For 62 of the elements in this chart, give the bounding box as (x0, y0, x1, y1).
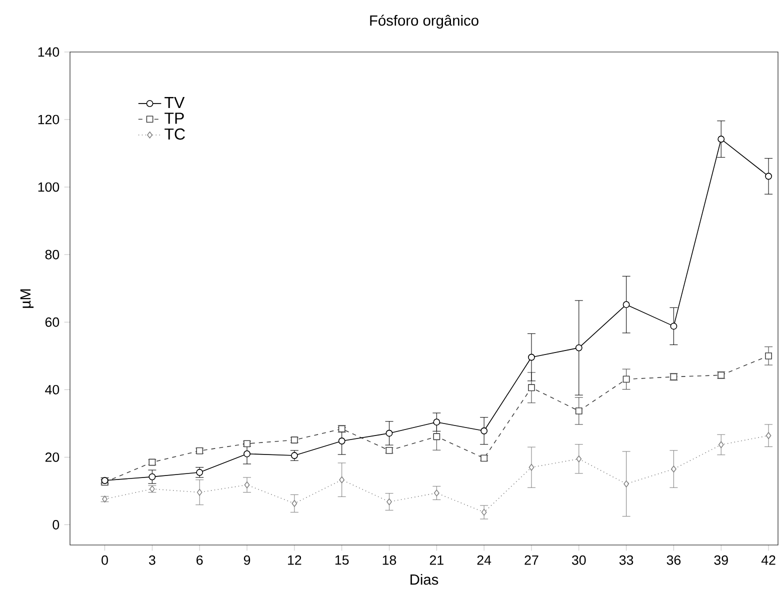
point (528, 384, 535, 392)
y-tick-label: 140 (38, 47, 60, 57)
point (480, 427, 488, 434)
point (386, 498, 392, 506)
point (244, 481, 250, 488)
legend-label: TV (164, 97, 185, 108)
point (244, 450, 250, 458)
point (290, 452, 298, 459)
y-axis-title: µM (20, 289, 34, 308)
y-tick-label: 40 (45, 384, 60, 394)
point (196, 468, 204, 476)
point (339, 476, 345, 484)
y-tick-label: 80 (45, 250, 60, 260)
x-tick-label: 3 (148, 555, 156, 565)
point (528, 354, 535, 361)
y-tick-label: 100 (38, 182, 60, 192)
y-tick-label: 120 (38, 114, 60, 124)
x-tick-label: 18 (382, 555, 396, 565)
x-tick-label: 42 (761, 555, 776, 565)
point (433, 418, 440, 426)
x-tick-label: 39 (714, 555, 728, 565)
point (292, 500, 298, 507)
point (576, 455, 582, 462)
y-tick-label: 60 (45, 317, 60, 327)
x-tick-label: 33 (619, 555, 634, 565)
point (528, 464, 534, 471)
x-tick-label: 0 (102, 555, 108, 565)
point (433, 433, 440, 440)
x-tick-label: 6 (196, 555, 203, 565)
y-tick-label: 20 (45, 452, 60, 462)
x-axis-title: Dias (410, 574, 438, 585)
y-tick-label: 0 (52, 520, 60, 530)
point (765, 172, 772, 180)
x-tick-label: 36 (666, 555, 681, 565)
x-tick-label: 27 (524, 555, 538, 565)
point (624, 480, 629, 488)
point (718, 136, 725, 143)
legend-label: TP (164, 112, 184, 124)
point (196, 488, 202, 496)
legend-label: TC (164, 128, 185, 140)
x-tick-label: 12 (288, 555, 302, 565)
point (386, 430, 393, 437)
point (765, 352, 772, 360)
point (102, 496, 108, 503)
point (481, 508, 487, 516)
x-tick-label: 21 (430, 555, 444, 565)
point (575, 407, 582, 414)
point (718, 441, 724, 448)
point (575, 344, 582, 352)
point (670, 322, 678, 330)
x-tick-label: 30 (572, 555, 586, 565)
point (148, 473, 156, 480)
chart-title: Fósforo orgânico (370, 14, 478, 29)
point (766, 432, 772, 440)
x-tick-label: 15 (335, 555, 349, 565)
point (671, 466, 676, 472)
point (338, 438, 346, 444)
point (434, 490, 440, 496)
x-tick-label: 9 (244, 555, 250, 565)
point (622, 301, 630, 308)
point (622, 376, 630, 383)
x-tick-label: 24 (477, 555, 492, 565)
